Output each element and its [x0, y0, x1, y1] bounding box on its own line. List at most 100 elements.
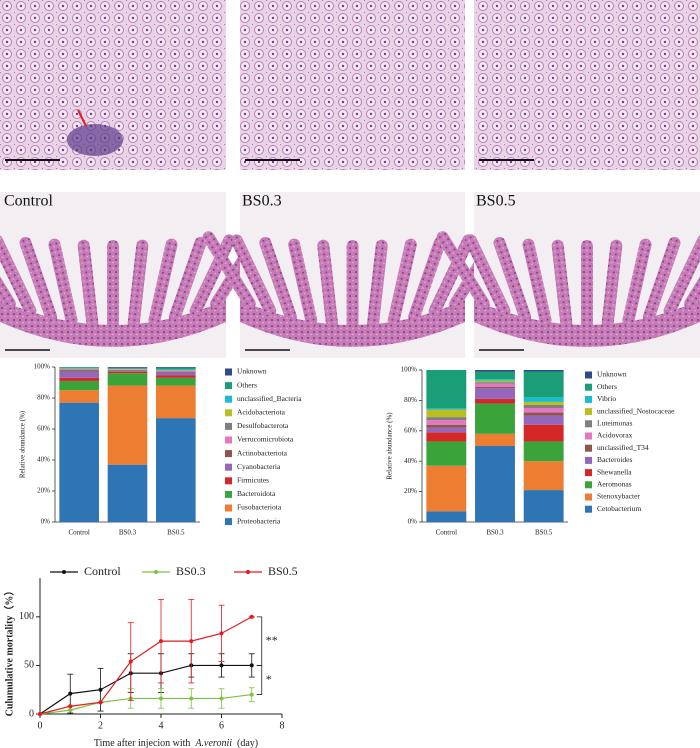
villus	[0, 231, 16, 310]
y-tick-label: 0%	[408, 518, 418, 526]
bar-segment	[156, 367, 196, 370]
bar-segment	[475, 398, 515, 404]
villus	[367, 239, 388, 330]
legend-label: BS0.5	[268, 564, 298, 578]
legend-label: Bacteroidota	[237, 489, 276, 498]
bar-segment	[523, 408, 564, 413]
bar-segment	[475, 386, 515, 389]
legend-swatch	[585, 432, 592, 440]
x-axis-label-part: Time after injecion with	[94, 738, 191, 748]
legend-swatch	[225, 382, 232, 390]
infiltration	[67, 124, 123, 156]
villus	[288, 238, 318, 327]
bar-segment	[426, 417, 467, 421]
bar-segment	[107, 464, 148, 522]
bar-segment	[156, 372, 196, 376]
y-tick-label: 0	[29, 708, 34, 719]
bar-segment	[59, 380, 99, 391]
x-tick-label: BS0.5	[535, 529, 553, 537]
bar-segment	[523, 404, 564, 408]
y-tick-label: 40%	[404, 457, 417, 465]
legend-swatch	[585, 456, 592, 464]
villus	[642, 236, 681, 323]
bar-segment	[107, 367, 148, 369]
bar-segment	[156, 377, 196, 386]
legend-swatch	[585, 481, 592, 489]
bar-segment	[523, 412, 564, 416]
y-tick-label: 20%	[37, 487, 50, 495]
legend-swatch	[225, 422, 232, 430]
x-tick-label: 2	[98, 720, 103, 731]
point	[128, 659, 133, 664]
villus	[408, 236, 446, 323]
bar-segment	[475, 383, 515, 387]
bar-segment	[475, 382, 515, 384]
bar-segment	[156, 418, 196, 522]
legend-label: Bacteroides	[597, 455, 632, 464]
bar-segment	[426, 465, 467, 512]
legend-label: Acidobacteriota	[237, 408, 286, 417]
villus	[0, 234, 37, 317]
x-tick-label: BS0.5	[167, 529, 185, 537]
bar-segment	[59, 377, 99, 381]
bar-segment	[59, 370, 99, 372]
legend-swatch	[585, 469, 592, 477]
bar-segment	[59, 390, 99, 403]
point	[159, 639, 163, 644]
legend-swatch	[225, 477, 232, 485]
legend-label: Luteimonas	[597, 419, 632, 428]
y-axis-label: Relative abundance (%)	[386, 412, 394, 480]
x-tick-label: Control	[68, 529, 89, 537]
x-tick-label: 6	[219, 720, 224, 731]
legend-marker	[62, 570, 66, 574]
bar-segment	[426, 409, 467, 418]
villus	[551, 239, 573, 330]
villus	[522, 238, 552, 327]
bar-segment	[156, 370, 196, 372]
arrow	[77, 109, 87, 127]
legend-swatch	[585, 505, 592, 513]
legend-label: Acidovorax	[597, 431, 633, 440]
legend-label: Verrucomicrobiota	[237, 435, 294, 444]
bar-segment	[426, 511, 467, 522]
legend-swatch	[585, 420, 592, 428]
legend-marker	[154, 570, 158, 574]
legend-label: Proteobacteria	[237, 516, 281, 525]
point	[98, 700, 103, 705]
legend-swatch	[225, 463, 232, 471]
bar-segment	[426, 424, 467, 428]
legend-label: Control	[84, 564, 121, 578]
legend-label: unclassified_T34	[597, 443, 649, 452]
villus	[428, 234, 475, 317]
x-tick-label: 4	[159, 720, 164, 731]
panel-label: Control	[4, 193, 53, 210]
legend-swatch	[585, 408, 592, 416]
bar-segment	[59, 371, 99, 378]
bar-segment	[523, 397, 564, 402]
bar-segment	[107, 373, 148, 386]
x-axis-label: Time after injecion with A.veronii (day)	[94, 738, 258, 748]
y-tick-label: 50	[24, 660, 34, 671]
bar-segment	[59, 369, 99, 371]
villus	[622, 238, 652, 327]
villus	[148, 238, 178, 327]
bar-segment	[426, 441, 467, 466]
point	[249, 692, 254, 697]
legend-swatch	[225, 518, 232, 526]
bar-segment	[475, 379, 515, 381]
y-tick-label: 100%	[401, 366, 418, 374]
series-line	[39, 693, 252, 715]
x-tick-label: BS0.3	[119, 529, 137, 537]
legend-label: Cyanobacteria	[237, 462, 281, 471]
villus	[19, 236, 58, 323]
legend-swatch	[225, 395, 232, 403]
legend-swatch	[225, 504, 232, 512]
bracket	[256, 616, 263, 666]
bar-segment	[156, 369, 196, 371]
y-tick-label: 100%	[34, 363, 51, 371]
legend-label: Shewanella	[597, 467, 632, 476]
bar-segment	[523, 370, 564, 372]
villus	[317, 239, 338, 330]
bar-segment	[475, 388, 515, 399]
y-tick-label: 0%	[41, 518, 51, 526]
